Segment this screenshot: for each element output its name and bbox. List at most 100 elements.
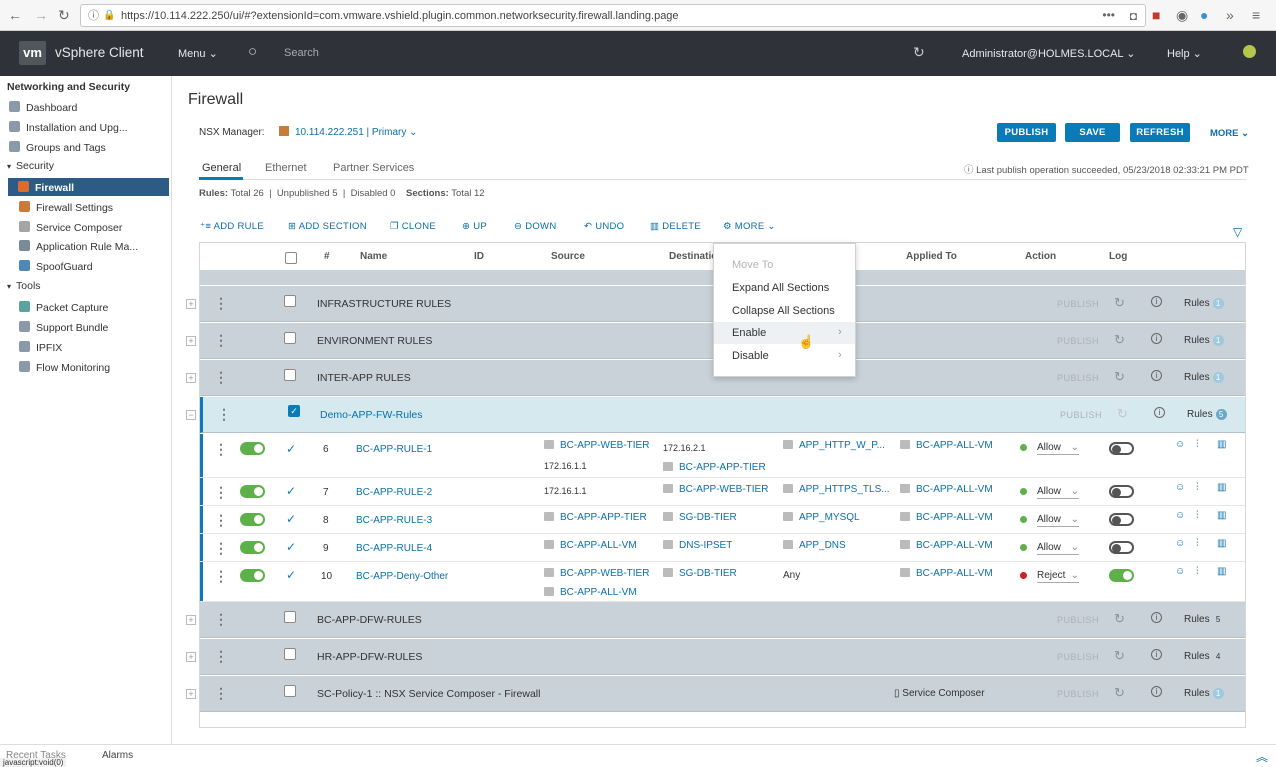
extension-icon[interactable]: ◉ <box>1176 7 1189 23</box>
section-checkbox[interactable] <box>284 611 296 623</box>
rule-enable-toggle[interactable] <box>240 442 265 455</box>
search-input[interactable]: Search <box>284 47 319 59</box>
kebab-icon[interactable]: ⋮ <box>214 568 228 584</box>
settings-icon[interactable]: ⫶ <box>1196 566 1199 577</box>
collapse-icon[interactable]: − <box>186 410 196 420</box>
info-icon[interactable]: i <box>1151 296 1162 307</box>
expand-icon[interactable]: + <box>186 615 196 625</box>
page-actions-icon[interactable]: ••• <box>1102 8 1115 22</box>
sidebar-item-firewall[interactable]: Firewall <box>8 178 169 196</box>
undo-button[interactable]: ↶ UNDO <box>584 221 625 232</box>
rule-action-select[interactable]: Allow ⌄ <box>1037 442 1079 455</box>
stats-icon[interactable]: ▥ <box>1217 482 1227 493</box>
rule-enable-toggle[interactable] <box>240 485 265 498</box>
expand-icon[interactable]: + <box>186 373 196 383</box>
kebab-icon[interactable]: ⋮ <box>214 295 228 311</box>
rule-source[interactable]: BC-APP-WEB-TIER <box>544 440 649 451</box>
filter-icon[interactable]: ▽ <box>1233 225 1243 239</box>
delete-button[interactable]: ▥ DELETE <box>650 221 701 232</box>
section-checkbox[interactable]: ✓ <box>288 405 300 417</box>
expand-icon[interactable]: + <box>186 652 196 662</box>
info-icon[interactable]: ⓘ <box>88 10 99 22</box>
comment-icon[interactable]: ☺ <box>1175 566 1186 577</box>
comment-icon[interactable]: ☺ <box>1175 510 1186 521</box>
sidebar-item-installation[interactable]: Installation and Upg... <box>9 121 128 134</box>
refresh-icon[interactable]: ↻ <box>1114 332 1125 347</box>
rule-action-select[interactable]: Allow ⌄ <box>1037 542 1079 555</box>
rule-source[interactable]: 172.16.1.1 <box>544 486 587 496</box>
rule-destination[interactable]: BC-APP-WEB-TIER <box>663 484 768 495</box>
sidebar-item-spoofguard[interactable]: SpoofGuard <box>19 260 93 273</box>
sidebar-item-service-composer[interactable]: Service Composer <box>19 221 122 234</box>
sidebar-item-ipfix[interactable]: IPFIX <box>19 341 62 354</box>
rule-applied-to[interactable]: BC-APP-ALL-VM <box>900 540 993 551</box>
comment-icon[interactable]: ☺ <box>1175 538 1186 549</box>
back-icon[interactable]: ← <box>8 7 22 23</box>
rule-name[interactable]: BC-APP-RULE-2 <box>356 487 433 498</box>
col-action[interactable]: Action <box>1025 251 1057 262</box>
rule-row[interactable]: ⋮ ✓ 8 BC-APP-RULE-3 BC-APP-APP-TIER SG-D… <box>200 506 1245 534</box>
rule-row[interactable]: ⋮ ✓ 7 BC-APP-RULE-2 172.16.1.1 BC-APP-WE… <box>200 478 1245 506</box>
rule-log-toggle[interactable] <box>1109 569 1134 582</box>
extension-icon[interactable]: ● <box>1200 7 1209 23</box>
section-row-selected[interactable]: ⋮ ✓ Demo-APP-FW-Rules PUBLISH ↻ i Rules 5 <box>200 397 1245 433</box>
rule-destination[interactable]: 172.16.2.1 <box>663 443 706 453</box>
rule-name[interactable]: BC-APP-Deny-Other <box>356 571 449 582</box>
sidebar-item-dashboard[interactable]: Dashboard <box>9 101 77 114</box>
settings-icon[interactable]: ⫶ <box>1196 538 1199 549</box>
section-checkbox[interactable] <box>284 369 296 381</box>
refresh-button[interactable]: REFRESH <box>1130 123 1190 142</box>
nsx-manager-select[interactable]: 10.114.222.251 | Primary ⌄ <box>279 126 418 138</box>
rule-applied-to[interactable]: BC-APP-ALL-VM <box>900 568 993 579</box>
rule-service[interactable]: APP_HTTPS_TLS... <box>783 484 890 495</box>
kebab-icon[interactable]: ⋮ <box>214 369 228 385</box>
rule-source[interactable]: 172.16.1.1 <box>544 461 587 471</box>
search-icon[interactable]: ○ <box>248 43 258 60</box>
rule-log-toggle[interactable] <box>1109 442 1134 455</box>
rule-applied-to[interactable]: BC-APP-ALL-VM <box>900 484 993 495</box>
rule-log-toggle[interactable] <box>1109 513 1134 526</box>
comment-icon[interactable]: ☺ <box>1175 439 1186 450</box>
section-publish[interactable]: PUBLISH <box>1060 410 1103 420</box>
tab-partner-services[interactable]: Partner Services <box>333 162 415 174</box>
refresh-icon[interactable]: ↻ <box>913 44 925 60</box>
menu-item-disable[interactable]: Disable <box>732 350 769 362</box>
refresh-icon[interactable]: ↻ <box>1114 295 1125 310</box>
section-publish[interactable]: PUBLISH <box>1057 615 1100 625</box>
kebab-icon[interactable]: ⋮ <box>214 685 228 701</box>
section-publish[interactable]: PUBLISH <box>1057 336 1100 346</box>
rule-applied-to[interactable]: BC-APP-ALL-VM <box>900 440 993 451</box>
more-button[interactable]: MORE ⌄ <box>1210 128 1250 139</box>
select-all-checkbox[interactable] <box>285 252 297 264</box>
refresh-icon[interactable]: ↻ <box>1117 406 1128 421</box>
sidebar-item-support-bundle[interactable]: Support Bundle <box>19 321 108 334</box>
rule-name[interactable]: BC-APP-RULE-1 <box>356 444 433 455</box>
sidebar-item-application-rule[interactable]: Application Rule Ma... <box>19 240 138 253</box>
col-source[interactable]: Source <box>551 251 585 262</box>
settings-icon[interactable]: ⫶ <box>1196 482 1199 493</box>
refresh-icon[interactable]: ↻ <box>1114 369 1125 384</box>
sidebar-item-firewall-settings[interactable]: Firewall Settings <box>19 201 113 214</box>
col-applied-to[interactable]: Applied To <box>906 251 957 262</box>
rule-action-select[interactable]: Allow ⌄ <box>1037 486 1079 499</box>
alarms-tab[interactable]: Alarms <box>102 750 134 761</box>
rule-source[interactable]: BC-APP-ALL-VM <box>544 587 637 598</box>
forward-icon[interactable]: → <box>34 7 48 23</box>
save-button[interactable]: SAVE <box>1065 123 1120 142</box>
clone-button[interactable]: ❐ CLONE <box>390 221 436 232</box>
rule-destination[interactable]: BC-APP-APP-TIER <box>663 462 766 473</box>
sidebar-item-groups[interactable]: Groups and Tags <box>9 141 106 154</box>
pocket-icon[interactable]: ◘ <box>1129 9 1137 23</box>
info-icon[interactable]: i <box>1151 612 1162 623</box>
rule-enable-toggle[interactable] <box>240 513 265 526</box>
rule-action-select[interactable]: Reject ⌄ <box>1037 570 1079 583</box>
rule-log-toggle[interactable] <box>1109 485 1134 498</box>
section-row[interactable]: ⋮ HR-APP-DFW-RULES PUBLISH ↻ i Rules 4 <box>200 639 1245 675</box>
info-icon[interactable]: i <box>1151 649 1162 660</box>
refresh-icon[interactable]: ↻ <box>1114 685 1125 700</box>
rule-service[interactable]: APP_DNS <box>783 540 846 551</box>
menu-button[interactable]: Menu ⌄ <box>178 48 218 60</box>
rule-row[interactable]: ⋮ ✓ 10 BC-APP-Deny-Other BC-APP-WEB-TIER… <box>200 562 1245 602</box>
rule-destination[interactable]: DNS-IPSET <box>663 540 732 551</box>
info-icon[interactable]: i <box>1151 333 1162 344</box>
